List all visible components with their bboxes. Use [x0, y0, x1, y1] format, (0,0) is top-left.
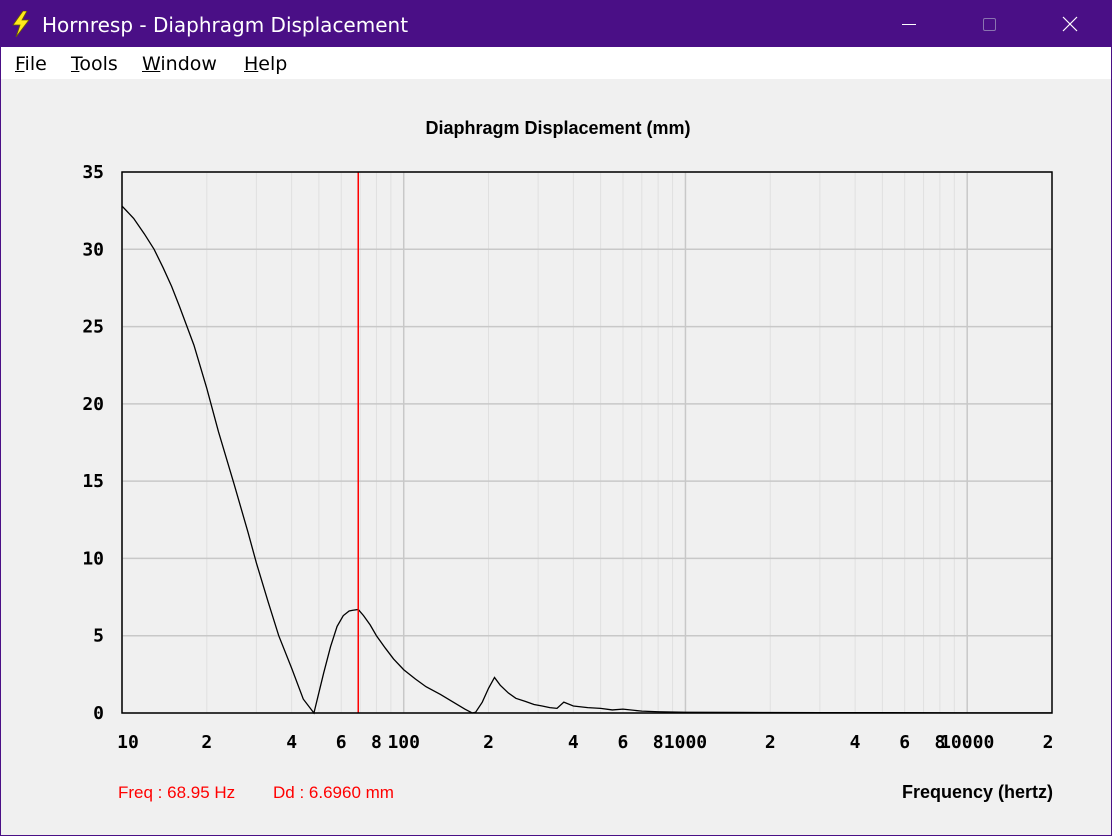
x-tick-label: 4 [568, 732, 579, 753]
lightning-bolt-icon [12, 11, 30, 37]
x-tick-label: 6 [899, 732, 910, 753]
x-tick-label: 8 [653, 732, 664, 753]
grid [121, 171, 1053, 714]
y-tick-label: 30 [82, 239, 104, 260]
dd-readout: Dd : 6.6960 mm [273, 783, 394, 802]
minimize-icon [902, 24, 916, 25]
x-tick-label: 2 [765, 732, 776, 753]
freq-readout: Freq : 68.95 Hz [118, 783, 235, 802]
displacement-chart[interactable]: Diaphragm Displacement (mm) 0 5 10 15 20 25 30… [1, 79, 1111, 835]
menu-help[interactable]: Help [244, 53, 288, 75]
x-tick-label: 2 [1043, 732, 1054, 753]
x-tick-label: 8 [371, 732, 382, 753]
x-axis-label: Frequency (hertz) [902, 782, 1053, 802]
minimize-button[interactable] [869, 1, 949, 47]
y-tick-label: 10 [82, 548, 104, 569]
plot-frame [121, 171, 1053, 714]
x-tick-label: 8 [934, 732, 945, 753]
maximize-button[interactable] [949, 1, 1029, 47]
menu-file[interactable]: File [15, 53, 47, 75]
maximize-icon [983, 18, 996, 31]
chart-title: Diaphragm Displacement (mm) [425, 118, 690, 138]
displacement-curve [121, 205, 1052, 715]
x-tick-label: 4 [850, 732, 861, 753]
y-tick-label: 5 [93, 626, 104, 647]
x-tick-label: 10000 [940, 732, 994, 753]
y-tick-label: 0 [93, 703, 104, 724]
x-tick-label: 100 [387, 732, 420, 753]
menu-tools[interactable]: Tools [71, 53, 118, 75]
x-tick-label: 6 [336, 732, 347, 753]
x-tick-label: 2 [483, 732, 494, 753]
x-tick-label: 4 [286, 732, 297, 753]
y-tick-label: 20 [82, 394, 104, 415]
menu-bar: File Tools Window Help [1, 47, 1111, 79]
title-bar[interactable]: Hornresp - Diaphragm Displacement [1, 1, 1111, 47]
menu-window[interactable]: Window [142, 53, 217, 75]
x-tick-label: 6 [618, 732, 629, 753]
y-axis-ticks: 0 5 10 15 20 25 30 35 [82, 162, 104, 724]
y-tick-label: 15 [82, 471, 104, 492]
y-tick-label: 35 [82, 162, 104, 183]
x-tick-label: 10 [117, 732, 139, 753]
x-tick-label: 2 [201, 732, 212, 753]
x-tick-label: 1000 [664, 732, 707, 753]
y-tick-label: 25 [82, 317, 104, 338]
close-icon [1062, 16, 1078, 32]
window-title: Hornresp - Diaphragm Displacement [42, 13, 409, 37]
chart-area[interactable]: Diaphragm Displacement (mm) 0 5 10 15 20 25 30… [1, 79, 1111, 835]
close-button[interactable] [1029, 1, 1109, 47]
